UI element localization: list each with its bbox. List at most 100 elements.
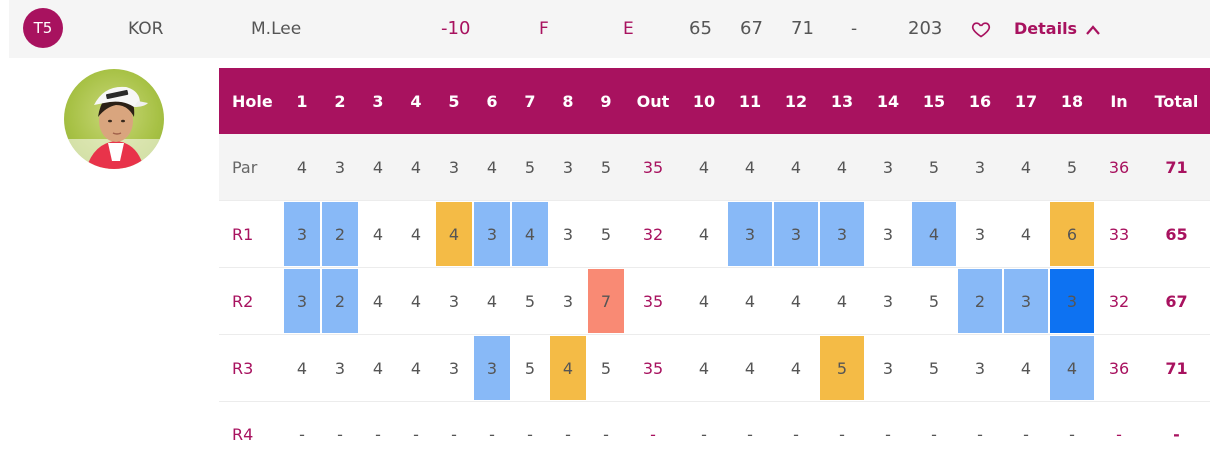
score-value: 3 [562,291,574,311]
score-cell: 5 [511,134,549,200]
chevron-up-icon [1086,25,1100,35]
heart-icon[interactable] [971,19,991,39]
score-value: 3 [448,291,460,311]
score-value: 2 [334,224,346,244]
score-value: 3 [1020,291,1032,311]
score-value: 3 [296,224,308,244]
header-cell: 4 [410,91,422,111]
score-value: 4 [410,157,422,177]
score-cell: - [1049,402,1095,466]
header-cell: 12 [784,91,808,111]
score-cell: 4 [549,335,587,401]
score-cell: 3 [865,268,911,334]
score-value: - [527,424,533,444]
score-cell: 3 [283,268,321,334]
player-country: KOR [128,19,164,39]
header-cell: 7 [524,91,536,111]
header-cell: 5 [448,91,460,111]
player-summary-row[interactable]: T5 KOR M.Lee -10 F E 65 67 71 - 203 Deta… [9,0,1210,58]
score-cell: 4 [773,268,819,334]
scorecard-table: Hole 1 2 3 4 5 6 7 8 9 Out 10 11 12 13 14 15 16 17 18 In Tota… [219,68,1210,466]
score-cell: 4 [1003,201,1049,267]
score-value: 3 [974,157,986,177]
score-row-r2: R2 3 2 4 4 3 4 5 3 7 35 4 4 4 4 3 5 2 3 3 32 67 [219,268,1210,335]
score-cell: 5 [1049,134,1095,200]
header-cell: 9 [600,91,612,111]
score-cell: 3 [321,134,359,200]
score-cell: 4 [473,268,511,334]
header-cell: 2 [334,91,346,111]
player-name[interactable]: M.Lee [251,19,302,39]
header-cell: 1 [296,91,308,111]
score-value: 4 [744,157,756,177]
header-cell: 18 [1060,91,1084,111]
score-value: 4 [410,224,422,244]
score-value: 4 [296,157,308,177]
score-cell: 3 [549,268,587,334]
birdie-marker [912,202,956,266]
score-value: - [375,424,381,444]
score-cell: 3 [773,201,819,267]
round-3-score: 71 [791,18,814,39]
score-value: 4 [836,157,848,177]
score-value: 65 [1165,224,1188,244]
score-value: 5 [600,358,612,378]
score-row-r3: R3 4 3 4 4 3 3 5 4 5 35 4 4 4 5 3 5 3 4 4 36 71 [219,335,1210,402]
score-cell: 3 [473,335,511,401]
score-value: 5 [524,157,536,177]
score-value: - [885,424,891,444]
score-value: 3 [790,224,802,244]
header-cell: Total [1154,91,1199,111]
score-cell: - [1095,402,1143,466]
header-cell: 11 [738,91,762,111]
score-cell: 6 [1049,201,1095,267]
score-value: 4 [1066,358,1078,378]
score-value: - [337,424,343,444]
score-value: 4 [410,358,422,378]
score-cell: 32 [1095,268,1143,334]
score-value: 36 [1108,358,1130,378]
header-cell: 3 [372,91,384,111]
score-cell: - [911,402,957,466]
score-value: 3 [882,157,894,177]
score-value: 4 [1020,157,1032,177]
header-cell: 16 [968,91,992,111]
score-value: 3 [296,291,308,311]
score-value: 3 [562,157,574,177]
today-score: E [623,19,634,39]
score-cell: 3 [957,134,1003,200]
score-cell: - [397,402,435,466]
score-cell: 4 [359,268,397,334]
score-cell: - [359,402,397,466]
score-value: 4 [1020,358,1032,378]
round-1-score: 65 [689,18,712,39]
score-value: 3 [562,224,574,244]
details-toggle[interactable]: Details [1014,0,1101,58]
score-value: 33 [1108,224,1130,244]
header-cell: 17 [1014,91,1038,111]
score-cell: 3 [957,201,1003,267]
score-cell: 36 [1095,134,1143,200]
score-cell: 5 [511,335,549,401]
score-cell: 3 [321,335,359,401]
header-cell: 14 [876,91,900,111]
birdie-marker [1050,336,1094,400]
score-cell: 5 [819,335,865,401]
score-value: 4 [410,291,422,311]
score-cell: 4 [397,335,435,401]
score-cell: 3 [435,134,473,200]
score-value: 4 [448,224,460,244]
score-cell: 4 [1003,335,1049,401]
score-cell: - [727,402,773,466]
score-cell: 67 [1143,268,1210,334]
score-cell: 4 [727,335,773,401]
score-value: 4 [744,358,756,378]
score-cell: 4 [473,134,511,200]
score-cell: 4 [1003,134,1049,200]
score-value: 4 [372,157,384,177]
score-cell: 3 [435,335,473,401]
score-cell: 5 [911,134,957,200]
score-value: 4 [698,157,710,177]
score-value: 3 [334,157,346,177]
score-cell: 3 [1049,268,1095,334]
